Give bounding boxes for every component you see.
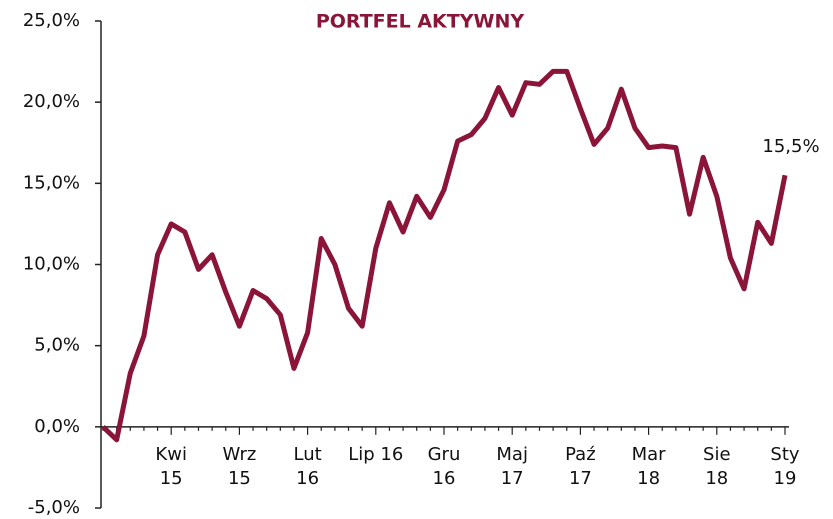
y-tick-label: -5,0%	[28, 497, 80, 518]
x-tick-label: Wrz 15	[222, 443, 257, 489]
x-tick-label: Sty 19	[770, 443, 800, 489]
y-tick-label: 10,0%	[23, 254, 80, 275]
x-tick-label: Sie 18	[703, 443, 731, 489]
x-tick-label: Paź 17	[565, 443, 596, 489]
y-tick-label: 25,0%	[23, 10, 80, 31]
x-tick-label: Lip 16	[348, 443, 404, 465]
y-tick-label: 0,0%	[34, 416, 80, 437]
chart-title: PORTFEL AKTYWNY	[316, 11, 524, 33]
x-tick-label: Gru 16	[427, 443, 461, 489]
y-tick-label: 5,0%	[34, 335, 80, 356]
x-tick-label: Kwi 15	[155, 443, 187, 489]
value-label: 15,5%	[762, 136, 819, 157]
x-tick-label: Lut 16	[293, 443, 322, 489]
x-tick-label: Maj 17	[496, 443, 528, 489]
y-tick-label: 15,0%	[23, 172, 80, 193]
x-tick-label: Mar 18	[631, 443, 666, 489]
line-series	[101, 68, 788, 443]
y-tick-label: 20,0%	[23, 91, 80, 112]
